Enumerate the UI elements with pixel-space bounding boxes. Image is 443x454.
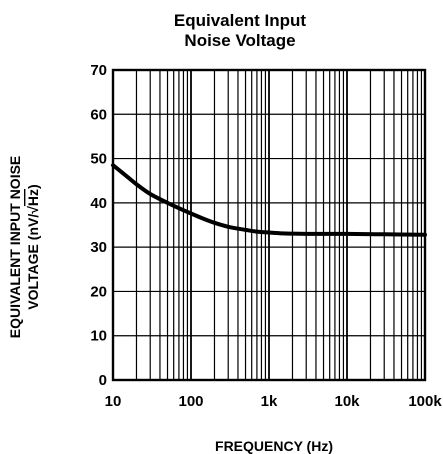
chart-subtitle: Noise Voltage [184, 31, 295, 50]
y-axis-label-line1: EQUIVALENT INPUT NOISE [7, 156, 23, 339]
y-tick-labels: 0 10 20 30 40 50 60 70 [90, 62, 107, 389]
series-group [111, 163, 427, 237]
x-tick-label: 100 [178, 393, 203, 410]
y-tick-label: 30 [90, 239, 107, 256]
y-axis-label-line1-wrap: EQUIVALENT INPUT NOISE [7, 156, 23, 339]
chart-title: Equivalent Input [174, 11, 307, 30]
x-tick-label: 100k [408, 393, 442, 410]
grid-lines [112, 69, 426, 381]
y-axis-label-sqrt-sign: √ [25, 206, 41, 214]
x-axis-label: FREQUENCY (Hz) [215, 438, 333, 454]
noise-voltage-curve [111, 163, 427, 237]
y-tick-label: 60 [90, 106, 107, 123]
x-tick-labels: 10 100 1k 10k 100k [105, 393, 443, 410]
y-tick-label: 40 [90, 195, 107, 212]
y-axis-label-line2: VOLTAGE (nV/√Hz) [25, 184, 41, 309]
y-tick-label: 70 [90, 62, 107, 79]
y-axis-label-line2-wrap: VOLTAGE (nV/√Hz) [25, 184, 41, 309]
x-tick-label: 10k [334, 393, 360, 410]
plot-border [111, 68, 427, 382]
y-axis-label-suffix: ) [25, 184, 41, 189]
y-tick-label: 0 [99, 372, 107, 389]
y-axis-label-radicand: Hz [25, 189, 41, 206]
y-tick-label: 50 [90, 151, 107, 168]
y-tick-label: 10 [90, 328, 107, 345]
y-tick-label: 20 [90, 283, 107, 300]
x-tick-label: 1k [261, 393, 278, 410]
x-tick-label: 10 [105, 393, 122, 410]
plot-frame [111, 68, 427, 382]
y-axis-label-prefix: VOLTAGE (nV/ [25, 214, 41, 310]
